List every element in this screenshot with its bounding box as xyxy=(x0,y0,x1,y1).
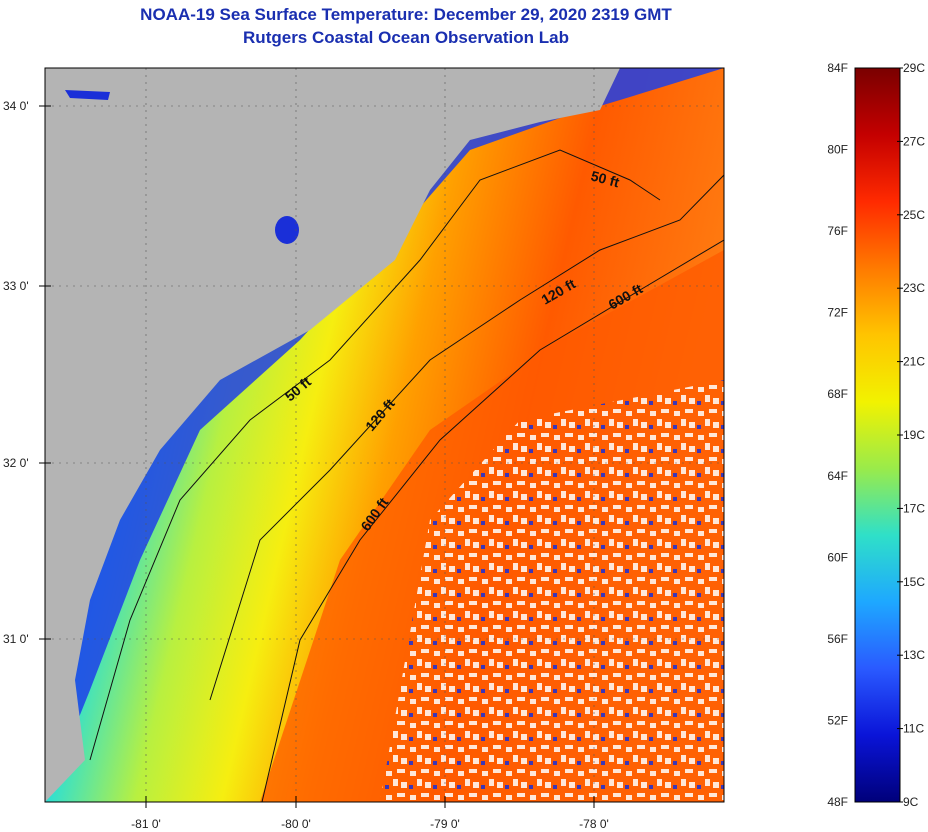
colorbar-c-tick-label: 25C xyxy=(903,208,925,222)
colorbar-f-tick-label: 76F xyxy=(827,224,848,238)
colorbar-gradient xyxy=(854,67,901,803)
lat-label: 34 0' xyxy=(3,99,29,113)
colorbar-f-tick-label: 68F xyxy=(827,387,848,401)
contour-600ft xyxy=(261,239,724,802)
map-frame xyxy=(44,67,725,803)
colorbar-c-tick-label: 9C xyxy=(903,795,919,809)
colorbar-fahrenheit-labels: 84F 80F 76F 72F 68F 64F 60F 56F 52F 48F xyxy=(827,61,848,809)
lat-label: 31 0' xyxy=(3,632,29,646)
sst-map xyxy=(45,68,724,802)
colorbar-c-tick-label: 27C xyxy=(903,134,925,148)
colorbar-c-tick-label: 29C xyxy=(903,61,925,75)
lat-label: 33 0' xyxy=(3,279,29,293)
axis-ticks xyxy=(39,105,595,808)
temperature-colorbar xyxy=(854,67,901,803)
graticule xyxy=(45,68,724,802)
colorbar-c-tick-label: 23C xyxy=(903,281,925,295)
colorbar-f-tick-label: 84F xyxy=(827,61,848,75)
contour-50ft xyxy=(89,149,661,761)
colorbar-c-tick-label: 17C xyxy=(903,501,925,515)
bay-inlet xyxy=(65,90,110,100)
lat-label: 32 0' xyxy=(3,456,29,470)
colorbar-celsius-labels: 29C 27C 25C 23C 21C 19C 17C 15C 13C 11C 9C xyxy=(897,61,925,809)
contour-label-50ft-north: 50 ft xyxy=(589,167,621,190)
figure-title: NOAA-19 Sea Surface Temperature: Decembe… xyxy=(140,5,672,24)
colorbar-f-tick-label: 56F xyxy=(827,632,848,646)
contour-120ft xyxy=(209,174,724,701)
colorbar-f-tick-label: 60F xyxy=(827,550,848,564)
figure-subtitle: Rutgers Coastal Ocean Observation Lab xyxy=(243,28,569,47)
lon-label: -81 0' xyxy=(131,817,161,831)
lon-label: -78 0' xyxy=(579,817,609,831)
colorbar-f-tick-label: 52F xyxy=(827,713,848,727)
colorbar-c-tick-label: 15C xyxy=(903,575,925,589)
colorbar-c-tick-label: 19C xyxy=(903,428,925,442)
lon-label: -80 0' xyxy=(281,817,311,831)
cloud-cover xyxy=(380,380,724,802)
lon-label: -79 0' xyxy=(430,817,460,831)
colorbar-f-tick-label: 48F xyxy=(827,795,848,809)
colorbar-c-tick-label: 13C xyxy=(903,648,925,662)
colorbar-f-tick-label: 80F xyxy=(827,143,848,157)
colorbar-f-tick-label: 72F xyxy=(827,306,848,320)
colorbar-f-tick-label: 64F xyxy=(827,469,848,483)
land-mass xyxy=(45,68,620,802)
colorbar-c-tick-label: 21C xyxy=(903,355,925,369)
lake-marion xyxy=(275,216,299,244)
colorbar-c-tick-label: 11C xyxy=(903,722,924,736)
